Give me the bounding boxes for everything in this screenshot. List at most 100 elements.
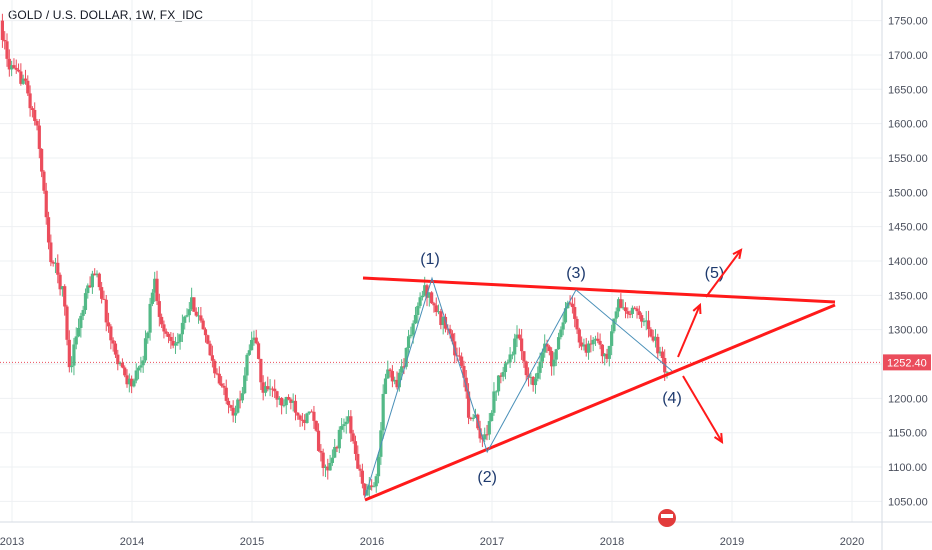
candle-body <box>397 372 401 388</box>
candle-body <box>199 315 203 321</box>
candle-body <box>226 400 231 406</box>
candle-body <box>540 352 544 362</box>
y-tick-label: 1650.00 <box>888 84 928 96</box>
candle-body <box>146 332 150 339</box>
candle-body <box>356 453 360 469</box>
candle-body <box>252 337 256 340</box>
candle-body <box>261 382 265 393</box>
candle-body <box>404 347 408 367</box>
candle-body <box>642 321 646 323</box>
candle-body <box>60 286 64 290</box>
candle-body <box>173 343 178 346</box>
candle-body <box>471 417 475 419</box>
candle-body <box>492 391 496 413</box>
candle-body <box>649 329 653 337</box>
candle-body <box>67 339 71 368</box>
candle-body <box>418 297 422 306</box>
candle-body <box>183 316 187 323</box>
candle-body <box>400 366 404 373</box>
candle-body <box>44 190 48 218</box>
candle-body <box>270 388 274 390</box>
candle-body <box>439 311 443 326</box>
candle-body <box>266 386 270 390</box>
candle-body <box>603 353 607 357</box>
wave-path <box>364 276 673 498</box>
candle-body <box>215 373 219 375</box>
candle-body <box>275 391 279 400</box>
candle-body <box>448 328 452 334</box>
y-tick-label: 1350.00 <box>888 290 928 302</box>
candle-body <box>496 375 501 392</box>
candle-body <box>23 78 28 81</box>
candle-body <box>658 351 662 354</box>
candle-body <box>506 362 510 364</box>
candle-body <box>180 322 184 335</box>
candle-body <box>229 405 233 408</box>
candle-body <box>277 397 281 400</box>
arrow-up-wave5-head <box>692 302 702 315</box>
candle-body <box>499 375 503 377</box>
candle-body <box>393 379 397 382</box>
candle-body <box>326 466 330 471</box>
candle-body <box>106 322 111 327</box>
candle-body <box>485 434 489 436</box>
candle-body <box>376 456 381 477</box>
candle-body <box>190 297 194 310</box>
candle-body <box>33 109 37 121</box>
candle-body <box>411 323 415 335</box>
candle-body <box>605 353 609 359</box>
candle-body <box>12 65 16 68</box>
candle-body <box>296 412 300 416</box>
candle-body <box>351 433 355 442</box>
candle-body <box>120 362 124 368</box>
candle-body <box>136 367 141 371</box>
candle-body <box>316 430 321 451</box>
y-tick-label: 1700.00 <box>888 50 928 62</box>
candle-body <box>358 468 362 471</box>
candle-body <box>196 315 201 317</box>
candle-body <box>286 396 291 400</box>
y-tick-label: 1150.00 <box>888 428 927 440</box>
candle-body <box>14 67 18 70</box>
candle-body <box>503 363 508 373</box>
candle-body <box>231 407 235 416</box>
candle-body <box>353 441 358 454</box>
candle-body <box>0 20 4 40</box>
candle-body <box>203 329 208 336</box>
candle-body <box>614 311 618 319</box>
candle-body <box>155 278 159 302</box>
candle-body <box>46 217 51 243</box>
candle-body <box>282 405 286 407</box>
y-tick-label: 1600.00 <box>888 119 928 131</box>
candle-body <box>513 338 517 355</box>
candle-body <box>273 388 277 392</box>
candle-body <box>665 371 669 373</box>
candle-body <box>53 262 58 264</box>
candle-body <box>644 320 648 322</box>
candle-body <box>330 457 334 463</box>
chart-title: GOLD / U.S. DOLLAR, 1W, FX_IDC <box>8 8 204 22</box>
candle-body <box>81 310 85 316</box>
candle-body <box>83 293 88 311</box>
candle-body <box>305 413 309 424</box>
candle-body <box>370 485 374 487</box>
candle-body <box>656 336 660 354</box>
candle-body <box>623 307 628 312</box>
candle-body <box>515 334 519 339</box>
candle-body <box>185 315 189 317</box>
candle-body <box>490 412 494 422</box>
candle-body <box>293 400 298 413</box>
candle-body <box>139 365 143 368</box>
y-tick-label: 1050.00 <box>888 496 928 508</box>
candle-body <box>374 476 378 487</box>
wave-label: (5) <box>705 265 725 282</box>
candle-body <box>65 306 69 340</box>
candle-body <box>303 419 307 424</box>
candle-body <box>102 298 106 300</box>
candle-body <box>213 360 217 374</box>
candle-body <box>58 274 62 290</box>
candle-body <box>580 342 584 347</box>
candle-body <box>522 351 526 362</box>
